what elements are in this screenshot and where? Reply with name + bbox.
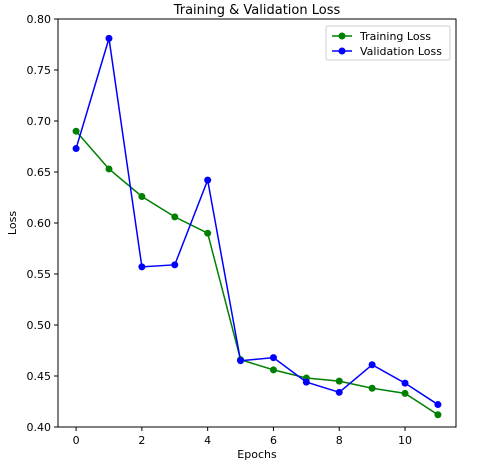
x-axis-label: Epochs <box>237 448 277 461</box>
y-tick-label: 0.45 <box>27 370 52 383</box>
data-point-validation-loss <box>204 176 212 184</box>
legend: Training Loss Validation Loss <box>325 25 451 61</box>
series-layer <box>72 34 442 419</box>
y-tick-label: 0.80 <box>27 13 52 26</box>
x-tick-label: 0 <box>73 434 80 447</box>
data-point-validation-loss <box>434 401 442 409</box>
y-tick-label: 0.50 <box>27 319 52 332</box>
x-axis: 0 2 4 6 8 10 <box>73 427 412 447</box>
data-point-training-loss <box>401 389 409 397</box>
data-point-training-loss <box>72 127 80 135</box>
legend-label-validation: Validation Loss <box>360 45 442 58</box>
x-tick-label: 4 <box>204 434 211 447</box>
data-point-training-loss <box>204 229 212 237</box>
data-point-training-loss <box>269 366 277 374</box>
data-point-validation-loss <box>72 145 80 153</box>
y-axis: 0.40 0.45 0.50 0.55 0.60 0.65 0.70 0.75 0.80 <box>27 13 58 434</box>
y-tick-label: 0.75 <box>27 64 52 77</box>
data-point-validation-loss <box>171 261 179 269</box>
data-point-validation-loss <box>138 263 146 271</box>
data-point-validation-loss <box>237 357 245 365</box>
series-line-validation-loss <box>75 38 439 406</box>
data-point-validation-loss <box>401 379 409 387</box>
legend-label-training: Training Loss <box>359 30 431 43</box>
data-point-validation-loss <box>302 378 310 386</box>
data-point-training-loss <box>138 192 146 200</box>
y-axis-label: Loss <box>6 211 19 235</box>
data-point-validation-loss <box>105 34 113 42</box>
y-tick-label: 0.40 <box>27 421 52 434</box>
plot-frame <box>57 18 457 428</box>
data-point-validation-loss <box>269 354 277 362</box>
y-tick-label: 0.70 <box>27 115 52 128</box>
legend-marker-validation <box>338 47 346 55</box>
legend-marker-training <box>338 32 346 40</box>
x-tick-label: 10 <box>398 434 412 447</box>
data-point-training-loss <box>335 377 343 385</box>
chart-title: Training & Validation Loss <box>173 3 341 18</box>
y-tick-label: 0.65 <box>27 166 52 179</box>
data-point-training-loss <box>171 213 179 221</box>
series-line-training-loss <box>75 130 439 416</box>
x-tick-label: 2 <box>138 434 145 447</box>
data-point-validation-loss <box>368 361 376 369</box>
x-tick-label: 6 <box>270 434 277 447</box>
y-tick-label: 0.55 <box>27 268 52 281</box>
data-point-training-loss <box>368 384 376 392</box>
data-point-validation-loss <box>335 388 343 396</box>
data-point-training-loss <box>434 411 442 419</box>
legend-box <box>325 25 451 61</box>
y-tick-label: 0.60 <box>27 217 52 230</box>
data-point-training-loss <box>105 165 113 173</box>
x-tick-label: 8 <box>336 434 343 447</box>
